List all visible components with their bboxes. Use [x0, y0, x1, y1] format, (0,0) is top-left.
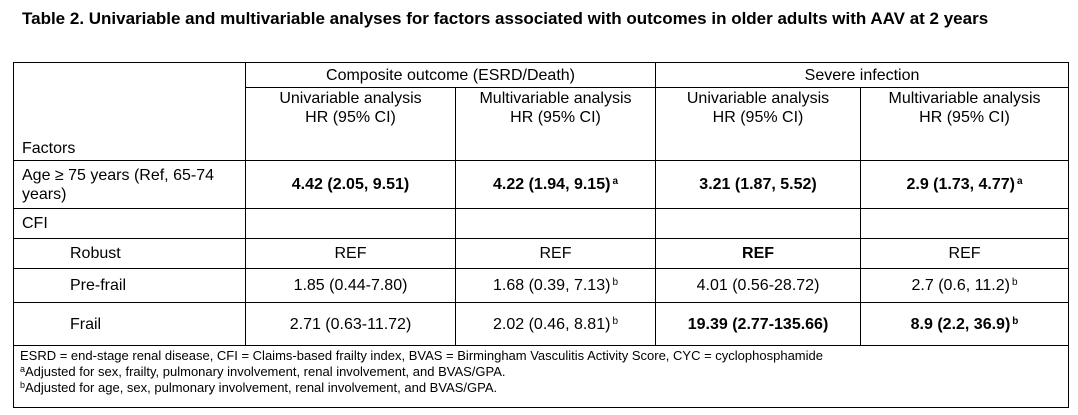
subheader: Univariable analysis HR (95% CI)	[655, 87, 862, 161]
value-cell: 1.68 (0.39, 7.13) b	[454, 268, 657, 303]
value-text: 4.42 (2.05, 9.51)	[291, 176, 410, 193]
footnote: aAdjusted for sex, frailty, pulmonary in…	[20, 364, 1062, 380]
footnote-mark: a	[612, 176, 618, 187]
factor-cell: Pre-frail	[13, 268, 246, 303]
factor-label: Pre-frail	[70, 277, 127, 294]
footnote-text: Adjusted for sex, frailty, pulmonary inv…	[25, 364, 506, 379]
value-text: REF	[539, 245, 572, 262]
value-cell: 2.71 (0.63-11.72)	[245, 302, 456, 346]
subheader-line: Multivariable analysis	[888, 90, 1041, 107]
data-row: CFI	[13, 208, 1070, 239]
footnote-mark: b	[1012, 315, 1019, 327]
footnote-mark: b	[612, 315, 618, 327]
value-cell: 1.85 (0.44-7.80)	[245, 268, 456, 303]
empty-cell	[860, 208, 1070, 239]
footnote-mark: a	[1017, 176, 1023, 187]
subheader-line: HR (95% CI)	[510, 109, 601, 126]
empty-cell	[454, 208, 657, 239]
value-text: 8.9 (2.2, 36.9)	[910, 315, 1011, 333]
sub-row: Robust REF REF REF REF	[13, 238, 1070, 269]
footnote: ESRD = end-stage renal disease, CFI = Cl…	[20, 348, 1062, 364]
group-header: Severe infection	[655, 62, 1070, 88]
footnote-mark: b	[20, 380, 26, 390]
header-row: Factors Composite outcome (ESRD/Death) Sev…	[13, 62, 1070, 161]
value-text: 4.22 (1.94, 9.15)	[493, 176, 611, 193]
value-text: 2.71 (0.63-11.72)	[289, 315, 412, 333]
group-label: Severe infection	[804, 66, 920, 84]
table-title: Table 2. Univariable and multivariable a…	[22, 9, 989, 28]
group-header: Composite outcome (ESRD/Death)	[244, 62, 657, 88]
subheader-line: HR (95% CI)	[919, 109, 1010, 126]
subheader-line: Univariable analysis	[686, 90, 830, 107]
subheader-line: HR (95% CI)	[712, 109, 804, 126]
subheader: Multivariable analysis HR (95% CI)	[860, 87, 1070, 161]
value-cell: 4.42 (2.05, 9.51)	[245, 160, 456, 209]
factor-cell: CFI	[13, 208, 246, 239]
value-cell: 3.21 (1.87, 5.52)	[655, 160, 862, 209]
value-text: 3.21 (1.87, 5.52)	[699, 176, 817, 193]
factor-label: CFI	[22, 215, 48, 232]
value-text: 2.7 (0.6, 11.2)	[911, 277, 1010, 294]
empty-cell	[245, 208, 456, 239]
subheader-line: Univariable analysis	[279, 90, 422, 107]
value-cell: REF	[454, 238, 657, 269]
value-cell: 2.02 (0.46, 8.81) b	[454, 302, 657, 346]
footnote-text: Adjusted for age, sex, pulmonary involve…	[25, 380, 498, 395]
factor-cell: Age ≥ 75 years (Ref, 65-74 years)	[13, 160, 246, 209]
footnote-cell: ESRD = end-stage renal disease, CFI = Cl…	[12, 345, 1070, 408]
factors-label: Factors	[22, 140, 76, 157]
sub-row: Frail 2.71 (0.63-11.72) 2.02 (0.46, 8.81) b…	[13, 302, 1070, 346]
value-cell: REF	[655, 238, 862, 269]
empty-cell	[655, 208, 862, 239]
value-cell: 8.9 (2.2, 36.9) b	[860, 302, 1070, 346]
subheader-row: Univariable analysis HR (95% CI) Multivari…	[14, 87, 1070, 161]
value-cell: 4.01 (0.56-28.72)	[655, 268, 862, 303]
factor-cell: Robust	[13, 238, 246, 269]
value-text: 2.9 (1.73, 4.77)	[906, 176, 1015, 193]
data-row: Age ≥ 75 years (Ref, 65-74 years) 4.42 (2…	[13, 160, 1070, 209]
value-text: 19.39 (2.77-135.66)	[687, 315, 829, 333]
footnote-mark: b	[612, 277, 618, 288]
subheader: Univariable analysis HR (95% CI)	[245, 87, 456, 161]
value-text: 4.01 (0.56-28.72)	[696, 277, 820, 294]
value-cell: 4.22 (1.94, 9.15) a	[454, 160, 657, 209]
footnote-text: ESRD = end-stage renal disease, CFI = Cl…	[20, 348, 823, 363]
value-text: 1.68 (0.39, 7.13)	[493, 277, 611, 294]
factor-label: Robust	[70, 245, 121, 262]
value-text: REF	[742, 245, 775, 262]
footnote: bAdjusted for age, sex, pulmonary involv…	[20, 380, 1062, 396]
value-cell: REF	[860, 238, 1070, 269]
value-text: 2.02 (0.46, 8.81)	[493, 315, 611, 333]
sub-row: Pre-frail 1.85 (0.44-7.80) 1.68 (0.39, 7.1…	[13, 268, 1070, 303]
factor-label: Age ≥ 75 years (Ref, 65-74 years)	[22, 166, 214, 203]
footnote-mark: b	[1011, 277, 1018, 288]
value-text: 1.85 (0.44-7.80)	[293, 277, 408, 294]
factors-header: Factors	[13, 62, 246, 161]
value-cell: 2.9 (1.73, 4.77) a	[860, 160, 1070, 209]
subheader-line: HR (95% CI)	[305, 109, 396, 126]
results-table: Factors Composite outcome (ESRD/Death) Sev…	[12, 62, 1070, 408]
group-label: Composite outcome (ESRD/Death)	[326, 66, 575, 84]
value-text: REF	[334, 245, 367, 262]
value-cell: 2.7 (0.6, 11.2) b	[860, 268, 1070, 303]
factor-label: Frail	[70, 315, 102, 333]
factor-cell: Frail	[13, 302, 246, 346]
value-cell: REF	[245, 238, 456, 269]
footnote-row: ESRD = end-stage renal disease, CFI = Cl…	[12, 345, 1070, 408]
subheader: Multivariable analysis HR (95% CI)	[454, 87, 657, 161]
subheader-line: Multivariable analysis	[479, 90, 632, 107]
value-cell: 19.39 (2.77-135.66)	[655, 302, 862, 346]
footnote-mark: a	[20, 364, 26, 374]
value-text: REF	[948, 245, 981, 262]
